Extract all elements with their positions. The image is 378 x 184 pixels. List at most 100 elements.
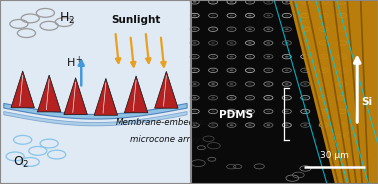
- Circle shape: [266, 15, 270, 16]
- Circle shape: [230, 42, 233, 44]
- Circle shape: [266, 97, 270, 99]
- Circle shape: [340, 111, 344, 112]
- Circle shape: [285, 1, 289, 3]
- Circle shape: [193, 42, 197, 44]
- Circle shape: [230, 83, 233, 85]
- Polygon shape: [4, 112, 187, 126]
- Circle shape: [266, 1, 270, 3]
- Polygon shape: [94, 78, 118, 115]
- Circle shape: [248, 1, 252, 3]
- Circle shape: [304, 97, 307, 99]
- Circle shape: [248, 83, 252, 85]
- Circle shape: [304, 56, 307, 58]
- Circle shape: [285, 15, 289, 16]
- Circle shape: [285, 28, 289, 30]
- Circle shape: [322, 15, 325, 16]
- Circle shape: [193, 124, 197, 126]
- Text: Membrane-embedded: Membrane-embedded: [115, 118, 211, 127]
- Circle shape: [304, 15, 307, 16]
- Polygon shape: [124, 76, 148, 113]
- Circle shape: [248, 111, 252, 112]
- Circle shape: [304, 111, 307, 112]
- Circle shape: [340, 124, 344, 126]
- Circle shape: [211, 124, 215, 126]
- Circle shape: [304, 124, 307, 126]
- Circle shape: [230, 56, 233, 58]
- Circle shape: [266, 124, 270, 126]
- Circle shape: [211, 97, 215, 99]
- Text: Sunlight: Sunlight: [112, 15, 161, 25]
- Circle shape: [248, 69, 252, 71]
- Circle shape: [193, 15, 197, 16]
- Circle shape: [322, 56, 325, 58]
- Circle shape: [285, 83, 289, 85]
- Circle shape: [340, 1, 344, 3]
- Circle shape: [230, 15, 233, 16]
- Circle shape: [211, 111, 215, 112]
- Circle shape: [340, 42, 344, 44]
- Circle shape: [322, 111, 325, 112]
- Circle shape: [193, 83, 197, 85]
- Text: Si: Si: [361, 97, 372, 107]
- Circle shape: [266, 83, 270, 85]
- Circle shape: [230, 28, 233, 30]
- Circle shape: [248, 124, 252, 126]
- Circle shape: [211, 83, 215, 85]
- Circle shape: [322, 28, 325, 30]
- Circle shape: [211, 28, 215, 30]
- Circle shape: [304, 1, 307, 3]
- Circle shape: [266, 69, 270, 71]
- Circle shape: [211, 15, 215, 16]
- Circle shape: [230, 111, 233, 112]
- Circle shape: [248, 28, 252, 30]
- Circle shape: [230, 69, 233, 71]
- Circle shape: [304, 69, 307, 71]
- Circle shape: [285, 69, 289, 71]
- Circle shape: [285, 56, 289, 58]
- Circle shape: [248, 97, 252, 99]
- Circle shape: [322, 69, 325, 71]
- Bar: [191, 0, 378, 184]
- Circle shape: [266, 56, 270, 58]
- Polygon shape: [289, 0, 378, 184]
- Circle shape: [285, 111, 289, 112]
- Circle shape: [211, 1, 215, 3]
- Circle shape: [285, 124, 289, 126]
- Circle shape: [211, 56, 215, 58]
- Bar: [0, 0, 191, 184]
- Circle shape: [340, 69, 344, 71]
- Circle shape: [193, 69, 197, 71]
- Circle shape: [248, 42, 252, 44]
- Circle shape: [248, 56, 252, 58]
- Circle shape: [285, 42, 289, 44]
- Circle shape: [193, 28, 197, 30]
- Circle shape: [193, 1, 197, 3]
- Circle shape: [266, 28, 270, 30]
- Polygon shape: [11, 71, 34, 108]
- Text: H$^+$: H$^+$: [66, 55, 84, 70]
- Circle shape: [193, 56, 197, 58]
- Circle shape: [266, 111, 270, 112]
- Circle shape: [230, 97, 233, 99]
- Circle shape: [248, 15, 252, 16]
- Circle shape: [304, 28, 307, 30]
- Text: microcone array: microcone array: [130, 135, 201, 144]
- Circle shape: [322, 1, 325, 3]
- Circle shape: [340, 56, 344, 58]
- Circle shape: [266, 42, 270, 44]
- Text: 30 μm: 30 μm: [320, 151, 349, 160]
- Circle shape: [340, 15, 344, 16]
- Circle shape: [340, 28, 344, 30]
- Polygon shape: [155, 71, 178, 108]
- Text: H$_2$: H$_2$: [59, 11, 75, 26]
- Circle shape: [230, 124, 233, 126]
- Polygon shape: [64, 78, 87, 115]
- Circle shape: [322, 42, 325, 44]
- Circle shape: [211, 42, 215, 44]
- Polygon shape: [4, 103, 187, 119]
- Circle shape: [230, 1, 233, 3]
- Circle shape: [193, 97, 197, 99]
- Circle shape: [304, 83, 307, 85]
- Circle shape: [322, 124, 325, 126]
- Circle shape: [322, 83, 325, 85]
